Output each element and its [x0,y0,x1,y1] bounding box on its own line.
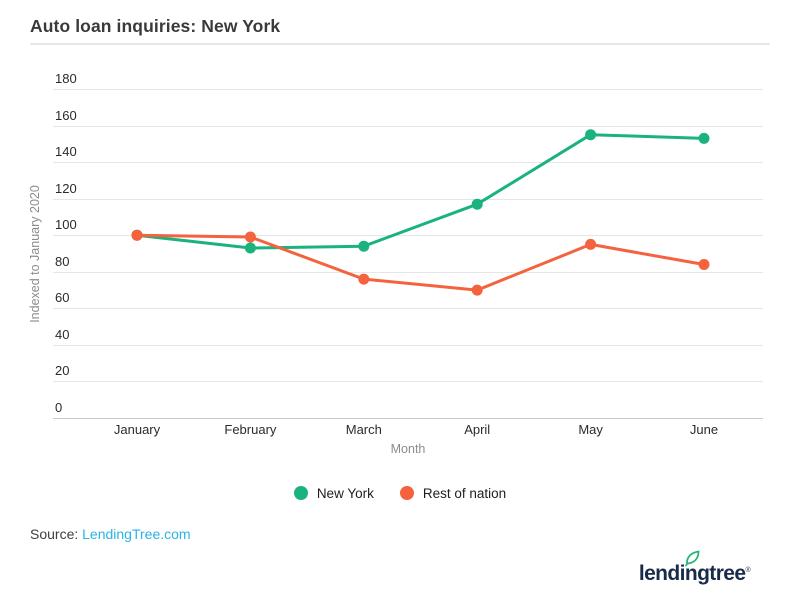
data-point [585,238,597,250]
data-point [244,242,256,254]
data-point [585,129,597,141]
x-axis-title: Month [391,442,426,456]
source-label: Source: [30,526,79,542]
legend-label-new-york: New York [316,485,374,501]
x-tick-label: June [690,422,718,437]
data-point [698,259,710,270]
source-line: Source: LendingTree.com [30,526,191,542]
legend-item-rest-of-nation: Rest of nation [399,485,507,501]
page-title: Auto loan inquiries: New York [30,16,281,36]
x-tick-label: January [114,422,161,437]
y-tick-label: 140 [55,144,77,159]
legend-marker-new-york-icon [293,486,308,500]
data-point [131,229,143,241]
y-tick-label: 80 [55,254,69,269]
line-chart: 0 20 40 60 80 100 120 140 160 180 January February M… [28,71,763,456]
y-tick-label: 160 [55,108,77,123]
series-line [135,233,706,292]
data-point [358,240,370,252]
chart-legend: New York Rest of nation [0,482,800,504]
legend-item-new-york: New York [293,485,374,501]
legend-marker-rest-of-nation-icon [399,486,414,500]
y-tick-label: 60 [55,290,69,305]
chart-header: Auto loan inquiries: New York [30,16,770,37]
y-axis-title: Indexed to January 2020 [28,185,42,323]
y-tick-label: 180 [55,71,77,86]
lendingtree-leaf-icon [684,550,700,567]
data-point [471,284,483,296]
title-divider [30,43,770,45]
lendingtree-logo: lendingtree® [628,550,758,592]
y-tick-label: 40 [55,327,69,342]
y-tick-label: 0 [55,400,62,415]
data-point [471,198,483,210]
x-tick-label: May [578,422,603,437]
y-tick-label: 100 [55,217,77,232]
series-line [135,133,706,250]
x-tick-label: April [464,422,490,437]
data-point [698,132,710,144]
legend-label-rest-of-nation: Rest of nation [422,485,507,501]
y-tick-label: 120 [55,181,77,196]
y-tick-label: 20 [55,363,69,378]
x-tick-label: February [224,422,277,437]
lendingtree-logo-text: lendingtree® [638,562,751,585]
source-link[interactable]: LendingTree.com [82,526,191,542]
data-point [358,273,370,285]
registered-mark: ® [745,567,750,574]
data-point [244,231,256,243]
x-tick-label: March [346,422,382,437]
